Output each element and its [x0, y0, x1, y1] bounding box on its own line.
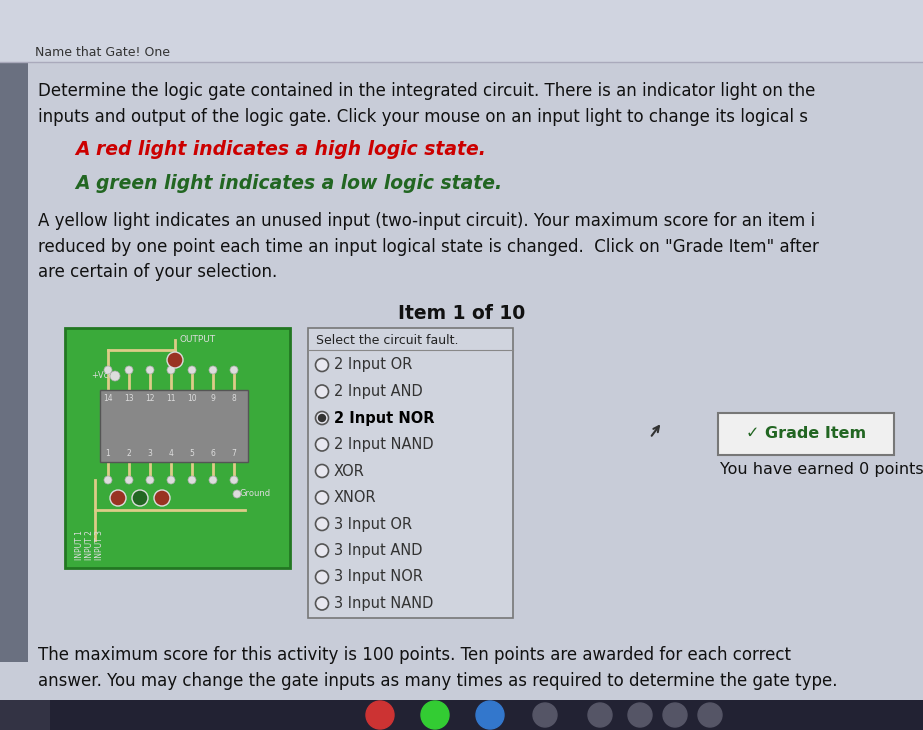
FancyBboxPatch shape: [100, 390, 248, 462]
Text: A yellow light indicates an unused input (two-input circuit). Your maximum score: A yellow light indicates an unused input…: [38, 212, 819, 281]
Text: 6: 6: [210, 449, 215, 458]
Text: 5: 5: [189, 449, 195, 458]
Text: 8: 8: [232, 394, 236, 403]
Circle shape: [476, 701, 504, 729]
Circle shape: [316, 358, 329, 372]
Text: ✓ Grade Item: ✓ Grade Item: [746, 426, 866, 442]
Circle shape: [125, 366, 133, 374]
Circle shape: [233, 490, 241, 498]
Circle shape: [104, 476, 112, 484]
Text: 3 Input NOR: 3 Input NOR: [334, 569, 423, 585]
Text: Item 1 of 10: Item 1 of 10: [399, 304, 525, 323]
Circle shape: [154, 490, 170, 506]
Circle shape: [146, 476, 154, 484]
Circle shape: [230, 476, 238, 484]
FancyBboxPatch shape: [0, 700, 50, 730]
Circle shape: [316, 544, 329, 557]
Text: 13: 13: [125, 394, 134, 403]
FancyBboxPatch shape: [0, 0, 923, 62]
Text: Determine the logic gate contained in the integrated circuit. There is an indica: Determine the logic gate contained in th…: [38, 82, 815, 126]
Text: 2 Input AND: 2 Input AND: [334, 384, 423, 399]
Text: 12: 12: [145, 394, 155, 403]
Circle shape: [188, 366, 196, 374]
Text: 9: 9: [210, 394, 215, 403]
Text: 4: 4: [169, 449, 174, 458]
Circle shape: [316, 571, 329, 583]
Text: 10: 10: [187, 394, 197, 403]
Text: Ground: Ground: [240, 490, 271, 499]
Text: +Vcc: +Vcc: [91, 372, 113, 380]
Circle shape: [588, 703, 612, 727]
Circle shape: [663, 703, 687, 727]
FancyBboxPatch shape: [65, 328, 290, 568]
FancyBboxPatch shape: [0, 700, 923, 730]
Circle shape: [316, 464, 329, 477]
Text: XOR: XOR: [334, 464, 365, 478]
Circle shape: [146, 366, 154, 374]
Circle shape: [316, 438, 329, 451]
Text: 11: 11: [166, 394, 175, 403]
Text: 3 Input OR: 3 Input OR: [334, 517, 413, 531]
Circle shape: [318, 415, 326, 421]
FancyBboxPatch shape: [308, 328, 513, 618]
Text: INPUT 1: INPUT 1: [75, 530, 84, 560]
Text: OUTPUT: OUTPUT: [180, 335, 216, 344]
Circle shape: [167, 352, 183, 368]
Circle shape: [628, 703, 652, 727]
Text: Name that Gate! One: Name that Gate! One: [35, 45, 170, 58]
Text: 7: 7: [232, 449, 236, 458]
Text: 3 Input NAND: 3 Input NAND: [334, 596, 434, 611]
Text: XNOR: XNOR: [334, 490, 377, 505]
Circle shape: [698, 703, 722, 727]
Circle shape: [110, 371, 120, 381]
Circle shape: [230, 366, 238, 374]
Circle shape: [132, 490, 148, 506]
Text: Select the circuit fault.: Select the circuit fault.: [316, 334, 459, 347]
Text: 2 Input NOR: 2 Input NOR: [334, 410, 435, 426]
Circle shape: [533, 703, 557, 727]
Circle shape: [421, 701, 449, 729]
Circle shape: [104, 366, 112, 374]
Circle shape: [209, 476, 217, 484]
FancyBboxPatch shape: [718, 413, 894, 455]
Text: 2 Input NAND: 2 Input NAND: [334, 437, 434, 452]
Text: 1: 1: [105, 449, 111, 458]
Circle shape: [167, 366, 175, 374]
Circle shape: [316, 518, 329, 531]
Circle shape: [316, 491, 329, 504]
Text: You have earned 0 points.: You have earned 0 points.: [720, 462, 923, 477]
FancyBboxPatch shape: [28, 638, 923, 703]
Circle shape: [209, 366, 217, 374]
Text: 14: 14: [103, 394, 113, 403]
Circle shape: [316, 412, 329, 425]
Circle shape: [110, 490, 126, 506]
Text: A red light indicates a high logic state.: A red light indicates a high logic state…: [75, 140, 485, 159]
Text: 2 Input OR: 2 Input OR: [334, 358, 413, 372]
Text: INPUT 2: INPUT 2: [85, 530, 94, 560]
Text: A green light indicates a low logic state.: A green light indicates a low logic stat…: [75, 174, 502, 193]
Circle shape: [366, 701, 394, 729]
Circle shape: [125, 476, 133, 484]
FancyBboxPatch shape: [0, 62, 28, 662]
Text: 3 Input AND: 3 Input AND: [334, 543, 423, 558]
Circle shape: [188, 476, 196, 484]
Text: 3: 3: [148, 449, 152, 458]
Circle shape: [316, 597, 329, 610]
Text: 2: 2: [126, 449, 131, 458]
FancyBboxPatch shape: [28, 62, 923, 662]
Circle shape: [316, 385, 329, 398]
Circle shape: [167, 476, 175, 484]
Text: INPUT 3: INPUT 3: [95, 530, 104, 560]
Text: The maximum score for this activity is 100 points. Ten points are awarded for ea: The maximum score for this activity is 1…: [38, 646, 837, 690]
